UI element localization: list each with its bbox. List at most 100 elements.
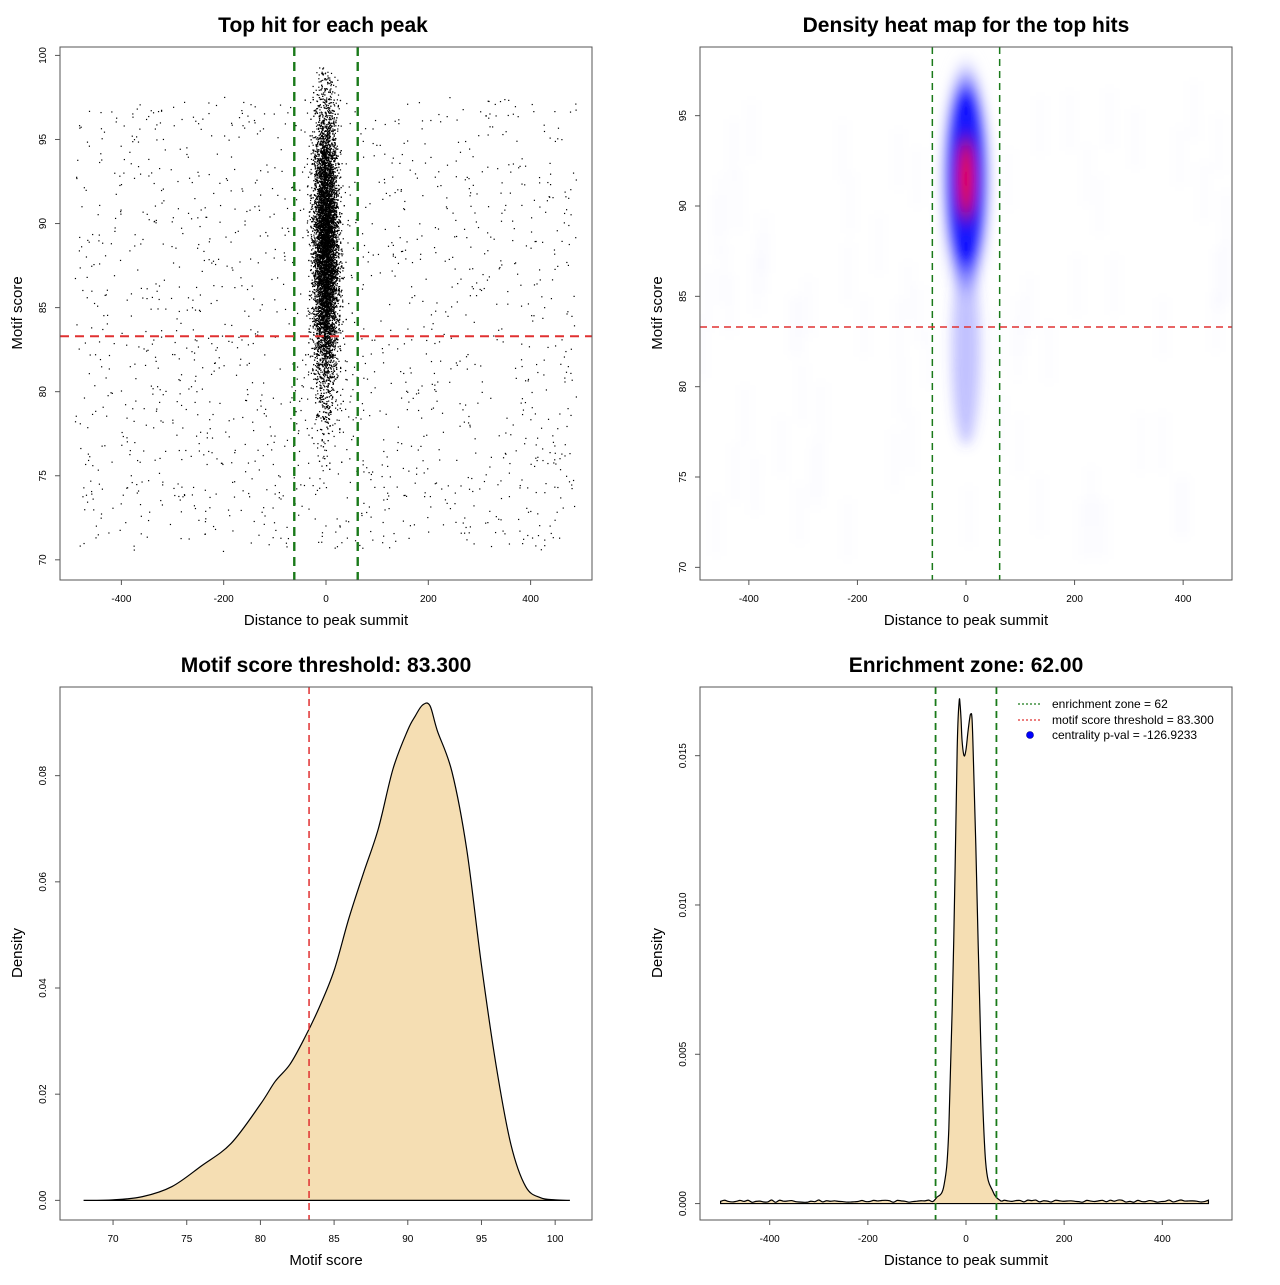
scatter-point [322,300,324,302]
scatter-point [329,223,331,225]
scatter-point [339,429,341,431]
scatter-point [322,126,324,128]
scatter-point [333,224,335,226]
scatter-point [326,228,328,230]
scatter-point [319,358,321,360]
scatter-point [320,138,322,140]
scatter-point [323,280,326,282]
scatter-point [324,368,326,370]
scatter-point [332,288,334,290]
scatter-point [314,137,316,139]
scatter-point [317,290,319,292]
scatter-point [325,79,328,81]
scatter-point [325,487,328,489]
scatter-point [317,208,319,211]
scatter-point [332,218,334,220]
scatter-point [336,278,338,280]
scatter-point [338,192,340,194]
scatter-point [321,290,324,292]
scatter-point [325,212,327,214]
scatter-point [328,160,330,162]
scatter-point [325,161,327,163]
scatter-point [318,89,320,91]
scatter-point [329,153,331,155]
scatter-point [325,350,327,352]
scatter-point [307,176,310,178]
scatter-point [311,317,313,320]
scatter-point [323,307,325,310]
scatter-point [337,163,340,166]
scatter-point [312,144,314,146]
scatter-point [315,247,318,249]
scatter-point [334,150,336,152]
scatter-point [322,98,324,100]
scatter-point [321,141,323,143]
scatter-point [336,99,338,101]
scatter-point [327,148,329,150]
scatter-point [333,152,335,154]
scatter-point [322,350,324,352]
scatter-point [318,401,320,403]
scatter-point [327,224,329,226]
scatter-point [315,308,318,310]
scatter-point [322,330,324,332]
scatter-point [334,167,337,169]
scatter-point [312,137,314,139]
scatter-point [326,149,328,152]
scatter-point [320,202,322,205]
scatter-point [331,321,333,324]
scatter-point [320,389,322,392]
scatter-point [328,208,330,210]
scatter-point [325,204,327,206]
scatter-point [335,86,337,88]
scatter-point [318,150,320,152]
scatter-point [334,148,336,150]
scatter-point [329,324,332,326]
scatter-point [324,91,326,93]
scatter-point [336,177,338,179]
scatter-point [330,187,332,190]
scatter-point [338,190,340,192]
scatter-point [312,285,314,288]
scatter-point [313,253,315,255]
scatter-point [334,207,336,209]
scatter-point [319,302,321,305]
scatter-point [333,299,336,301]
scatter-point [319,352,321,354]
scatter-point [329,196,331,198]
scatter-point [327,275,330,277]
scatter-point [318,221,321,223]
scatter-point [327,75,329,77]
scatter-point [338,257,340,259]
scatter-point [307,231,309,233]
scatter-point [332,139,335,142]
scatter-point [329,173,331,175]
scatter-point [317,243,319,245]
scatter-point [315,173,317,175]
scatter-point [326,348,328,350]
scatter-point [327,390,329,392]
scatter-point [331,235,333,237]
scatter-point [318,366,320,369]
scatter-point [338,292,340,294]
scatter-point [328,220,331,222]
scatter-point [317,188,319,190]
scatter-point [322,175,324,177]
scatter-point [321,71,323,73]
scatter-point [314,181,317,183]
scatter-point [321,222,323,224]
scatter-point [315,266,317,268]
scatter-point [320,255,322,257]
scatter-point [331,183,334,185]
scatter-point [321,113,323,116]
scatter-point [334,171,336,173]
scatter-point [340,153,342,155]
scatter-point [320,172,322,174]
scatter-point [321,396,323,399]
scatter-point [329,371,331,373]
scatter-point [321,357,323,359]
scatter-point [318,279,320,281]
scatter-point [320,247,322,249]
scatter-point [324,174,326,176]
scatter-point [330,181,332,183]
